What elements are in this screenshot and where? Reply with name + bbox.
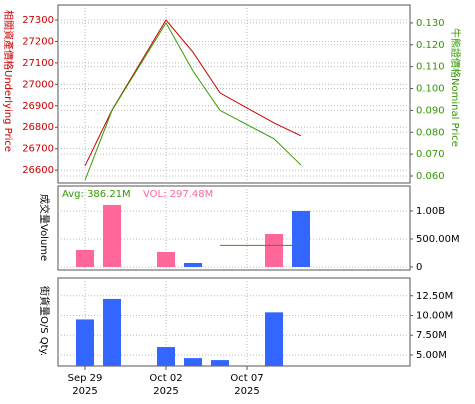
- bar: [157, 251, 175, 267]
- tick-label: 7.50M: [416, 330, 447, 341]
- tick-label: 27100: [22, 58, 54, 69]
- tick-label: 0.120: [416, 40, 445, 51]
- x-tick-sublabel: 2025: [234, 386, 259, 397]
- bar: [184, 263, 202, 267]
- y-axis-label: 相關資產價格Underlying Price: [2, 10, 15, 152]
- bar: [292, 210, 310, 267]
- tick-label: 10.00M: [416, 310, 453, 321]
- annotation: Avg: 386.21M: [62, 189, 131, 200]
- bar: [265, 233, 283, 267]
- tick-label: 1.00B: [416, 206, 445, 217]
- tick-label: 0.090: [416, 105, 445, 116]
- bar: [76, 319, 94, 366]
- annotation: VOL: 297.48M: [143, 189, 213, 200]
- bar: [103, 204, 121, 267]
- tick-label: 0.110: [416, 62, 445, 73]
- bar: [265, 312, 283, 366]
- bar: [76, 249, 94, 267]
- tick-label: 0.060: [416, 171, 445, 182]
- tick-label: 5.00M: [416, 350, 447, 361]
- y-axis-label: 街貨量O/S Qty.: [38, 286, 51, 356]
- tick-label: 0: [416, 262, 422, 273]
- tick-label: 26800: [22, 122, 54, 133]
- bar: [211, 360, 229, 366]
- x-tick-sublabel: 2025: [72, 386, 97, 397]
- tick-label: 0.130: [416, 18, 445, 29]
- tick-label: 27000: [22, 79, 54, 90]
- tick-label: 12.50M: [416, 291, 453, 302]
- bar: [103, 298, 121, 366]
- tick-label: 0.080: [416, 127, 445, 138]
- y2-axis-label: 牛熊證價格Nominal Price: [449, 28, 462, 147]
- panel-frame: [57, 4, 411, 184]
- y-axis-label: 成交量Volume: [38, 194, 51, 261]
- tick-label: 0.070: [416, 149, 445, 160]
- tick-label: 26700: [22, 144, 54, 155]
- tick-label: 27200: [22, 36, 54, 47]
- tick-label: 500.00M: [416, 234, 460, 245]
- panel-frame: [57, 185, 411, 271]
- bar: [184, 358, 202, 366]
- bar: [157, 347, 175, 366]
- x-tick-sublabel: 2025: [153, 386, 178, 397]
- tick-label: 27300: [22, 15, 54, 26]
- x-tick-label: Sep 29: [68, 373, 103, 384]
- tick-label: 0.100: [416, 84, 445, 95]
- tick-label: 26900: [22, 101, 54, 112]
- x-tick-label: Oct 02: [149, 373, 182, 384]
- line-series: [84, 21, 302, 181]
- tick-label: 26600: [22, 165, 54, 176]
- panel-frame: [57, 277, 411, 367]
- x-tick-label: Oct 07: [230, 373, 263, 384]
